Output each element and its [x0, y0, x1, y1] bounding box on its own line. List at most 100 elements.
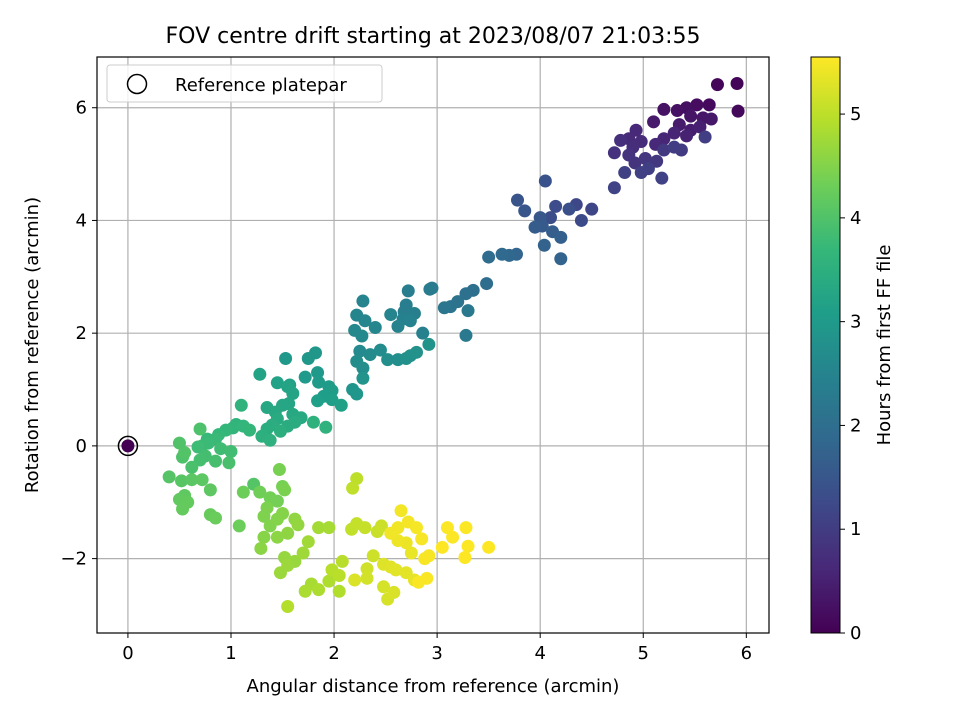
- scatter-point: [638, 151, 652, 165]
- scatter-point: [224, 445, 238, 459]
- scatter-point: [458, 550, 472, 564]
- scatter-point: [554, 252, 568, 266]
- scatter-point: [312, 375, 326, 389]
- scatter-point: [693, 120, 707, 134]
- colorbar-tick-label: 5: [850, 104, 861, 125]
- scatter-point: [281, 600, 295, 614]
- scatter-point: [270, 494, 284, 508]
- scatter-point: [690, 98, 704, 112]
- scatter-point: [446, 530, 460, 544]
- scatter-point: [629, 123, 643, 137]
- scatter-point: [286, 386, 300, 400]
- scatter-point: [401, 284, 415, 298]
- colorbar-label: Hours from first FF file: [874, 245, 895, 446]
- scatter-point: [389, 563, 403, 577]
- scatter-point: [422, 337, 436, 351]
- scatter-point: [418, 552, 432, 566]
- scatter-point: [410, 345, 424, 359]
- scatter-point: [355, 329, 369, 343]
- scatter-point: [459, 287, 473, 301]
- scatter-point: [618, 166, 632, 180]
- scatter-point: [607, 146, 621, 160]
- scatter-point: [193, 422, 207, 436]
- scatter-point: [655, 171, 669, 185]
- scatter-point: [360, 571, 374, 585]
- scatter-point: [698, 130, 712, 144]
- scatter-point: [346, 481, 360, 495]
- scatter-point: [311, 366, 325, 380]
- scatter-point: [176, 502, 190, 516]
- y-tick-label: 0: [76, 436, 87, 457]
- scatter-point: [272, 463, 286, 477]
- scatter-point: [387, 585, 401, 599]
- scatter-point: [394, 504, 408, 518]
- scatter-point: [634, 166, 648, 180]
- scatter-point: [423, 282, 437, 296]
- scatter-point: [356, 371, 370, 385]
- scatter-point: [391, 521, 405, 535]
- chart-title: FOV centre drift starting at 2023/08/07 …: [166, 24, 701, 49]
- scatter-point: [291, 518, 305, 532]
- scatter-point: [647, 115, 661, 129]
- legend-box: [106, 64, 383, 103]
- scatter-point: [404, 546, 418, 560]
- scatter-point: [704, 112, 718, 126]
- scatter-point: [562, 202, 576, 216]
- scatter-point: [614, 133, 628, 147]
- scatter-point: [232, 519, 246, 533]
- scatter-point: [335, 554, 349, 568]
- scatter-point: [731, 104, 745, 118]
- scatter-point: [657, 143, 671, 157]
- scatter-point: [381, 353, 395, 367]
- scatter-point: [657, 102, 671, 116]
- scatter-point: [358, 521, 372, 535]
- scatter-point: [209, 511, 223, 525]
- scatter-point: [574, 213, 588, 227]
- scatter-point: [185, 473, 199, 487]
- x-tick-label: 2: [328, 643, 339, 664]
- scatter-point: [480, 277, 494, 291]
- x-tick-label: 4: [534, 643, 545, 664]
- data-points: [117, 76, 745, 614]
- plot-frame: [96, 56, 770, 634]
- scatter-point: [178, 446, 192, 460]
- scatter-point: [322, 521, 336, 535]
- reference-marker: [117, 435, 139, 457]
- scatter-point: [391, 319, 405, 333]
- scatter-point: [253, 367, 267, 381]
- scatter-point: [670, 104, 684, 118]
- scatter-point: [360, 562, 374, 576]
- scatter-point: [356, 294, 370, 308]
- scatter-point: [461, 539, 475, 553]
- x-tick-label: 1: [225, 643, 236, 664]
- scatter-point: [296, 546, 310, 560]
- scatter-point: [350, 387, 364, 401]
- scatter-point: [276, 507, 290, 521]
- x-axis-label: Angular distance from reference (arcmin): [247, 676, 620, 697]
- x-tick-label: 6: [741, 643, 752, 664]
- colorbar-tick-label: 1: [850, 519, 861, 540]
- scatter-point: [312, 583, 326, 597]
- scatter-point: [363, 348, 377, 362]
- scatter-point: [243, 423, 257, 437]
- scatter-point: [185, 460, 199, 474]
- scatter-point: [403, 314, 417, 328]
- x-tick-label: 0: [122, 643, 133, 664]
- scatter-point: [301, 352, 315, 366]
- scatter-point: [278, 483, 292, 497]
- scatter-point: [353, 344, 367, 358]
- scatter-point: [440, 521, 454, 535]
- scatter-point: [298, 370, 312, 384]
- scatter-point: [607, 181, 621, 195]
- scatter-point: [377, 580, 391, 594]
- scatter-point: [191, 440, 205, 454]
- scatter-point: [270, 376, 284, 390]
- scatter-point: [459, 328, 473, 342]
- scatter-point: [543, 211, 557, 225]
- scatter-point: [667, 140, 681, 154]
- y-tick-label: −2: [60, 549, 87, 570]
- scatter-point: [373, 343, 387, 357]
- scatter-point: [209, 454, 223, 468]
- scatter-point: [461, 304, 475, 318]
